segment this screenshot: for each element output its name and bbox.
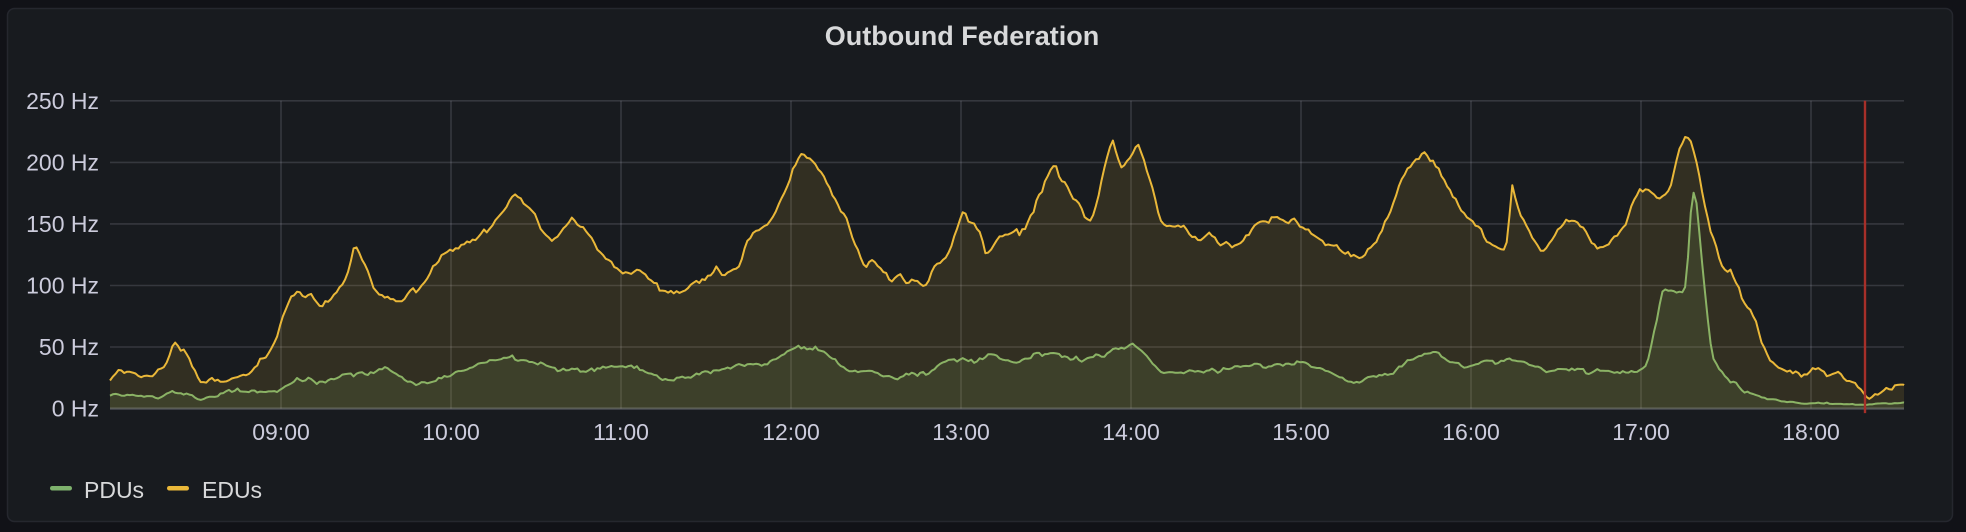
svg-text:100 Hz: 100 Hz	[26, 273, 99, 299]
svg-text:0 Hz: 0 Hz	[52, 396, 99, 422]
svg-text:Outbound Federation: Outbound Federation	[825, 21, 1099, 51]
svg-text:14:00: 14:00	[1102, 419, 1160, 445]
svg-text:250 Hz: 250 Hz	[26, 88, 99, 114]
svg-text:150 Hz: 150 Hz	[26, 211, 99, 237]
svg-text:11:00: 11:00	[593, 419, 649, 445]
svg-text:18:00: 18:00	[1782, 419, 1840, 445]
svg-text:50 Hz: 50 Hz	[39, 334, 99, 360]
svg-text:15:00: 15:00	[1272, 419, 1330, 445]
svg-text:200 Hz: 200 Hz	[26, 149, 99, 175]
svg-text:17:00: 17:00	[1612, 419, 1670, 445]
svg-text:PDUs: PDUs	[84, 477, 144, 503]
svg-text:10:00: 10:00	[422, 419, 480, 445]
svg-text:EDUs: EDUs	[202, 477, 262, 503]
svg-text:13:00: 13:00	[932, 419, 990, 445]
svg-text:16:00: 16:00	[1442, 419, 1500, 445]
svg-text:12:00: 12:00	[762, 419, 820, 445]
svg-text:09:00: 09:00	[252, 419, 310, 445]
